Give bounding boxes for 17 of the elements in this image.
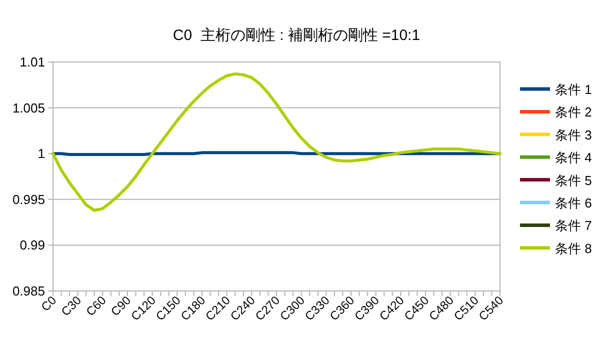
legend-label: 条件 1	[555, 82, 592, 97]
y-tick-label: 1.005	[12, 100, 45, 116]
legend-label: 条件 3	[555, 127, 592, 142]
legend-label: 条件 7	[555, 218, 592, 234]
y-tick-label: 0.99	[20, 238, 45, 253]
x-tick-label: C30	[58, 292, 84, 319]
legend-label: 条件 4	[555, 150, 592, 166]
chart-title: C0 主桁の剛性 : 補剛桁の剛性 =10:1	[172, 27, 420, 44]
legend-label: 条件 6	[555, 196, 592, 210]
y-tick-label: 1	[38, 146, 45, 162]
legend-label: 条件 8	[555, 240, 592, 256]
legend-label: 条件 5	[555, 172, 592, 188]
x-tick-label: C60	[83, 292, 110, 319]
y-tick-label: 0.985	[12, 284, 45, 298]
y-tick-label: 0.995	[12, 192, 45, 207]
legend-label: 条件 2	[555, 104, 592, 120]
y-tick-label: 1.01	[20, 54, 45, 70]
